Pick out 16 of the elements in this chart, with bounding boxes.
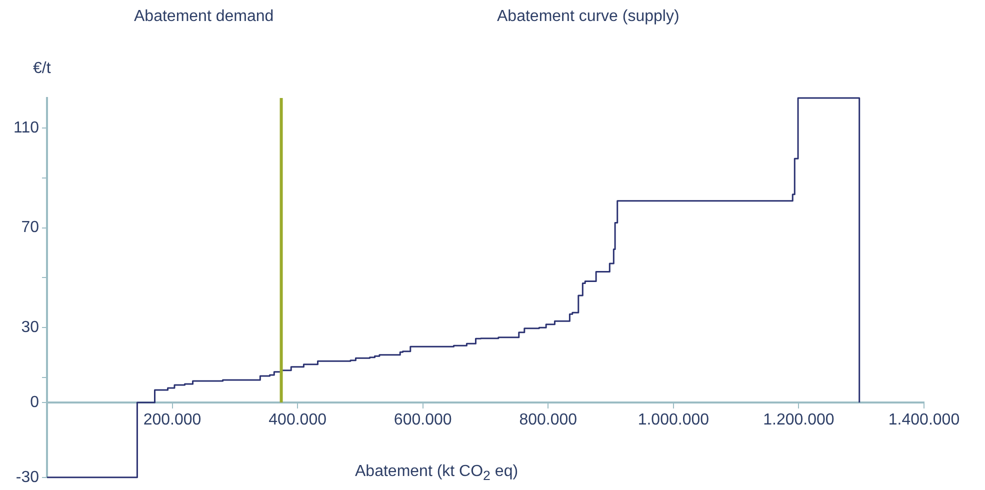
y-tick-label: 110 [13, 119, 40, 136]
x-tick-label: 200.000 [143, 412, 202, 429]
text: Abatement demand [134, 8, 274, 26]
x-axis-title: Abatement (kt CO$_{2}$ eq) [355, 463, 518, 484]
text: Abatement curve (supply) [497, 8, 680, 26]
y-axis-title: €/t [33, 60, 51, 78]
x-tick-label: 600.000 [394, 412, 452, 429]
x-tick-label: 1.000.000 [638, 412, 710, 429]
y-tick-label: 0 [30, 394, 40, 411]
y-tick-label: 70 [21, 219, 40, 236]
x-tick-label: 800.000 [519, 412, 578, 429]
x-tick-label: 1.200.000 [763, 412, 834, 429]
y-tick-label: -30 [16, 468, 40, 486]
x-tick-label: 400.000 [268, 412, 327, 429]
y-tick-label: 30 [21, 319, 40, 336]
x-tick-label: 1.400.000 [888, 412, 960, 429]
